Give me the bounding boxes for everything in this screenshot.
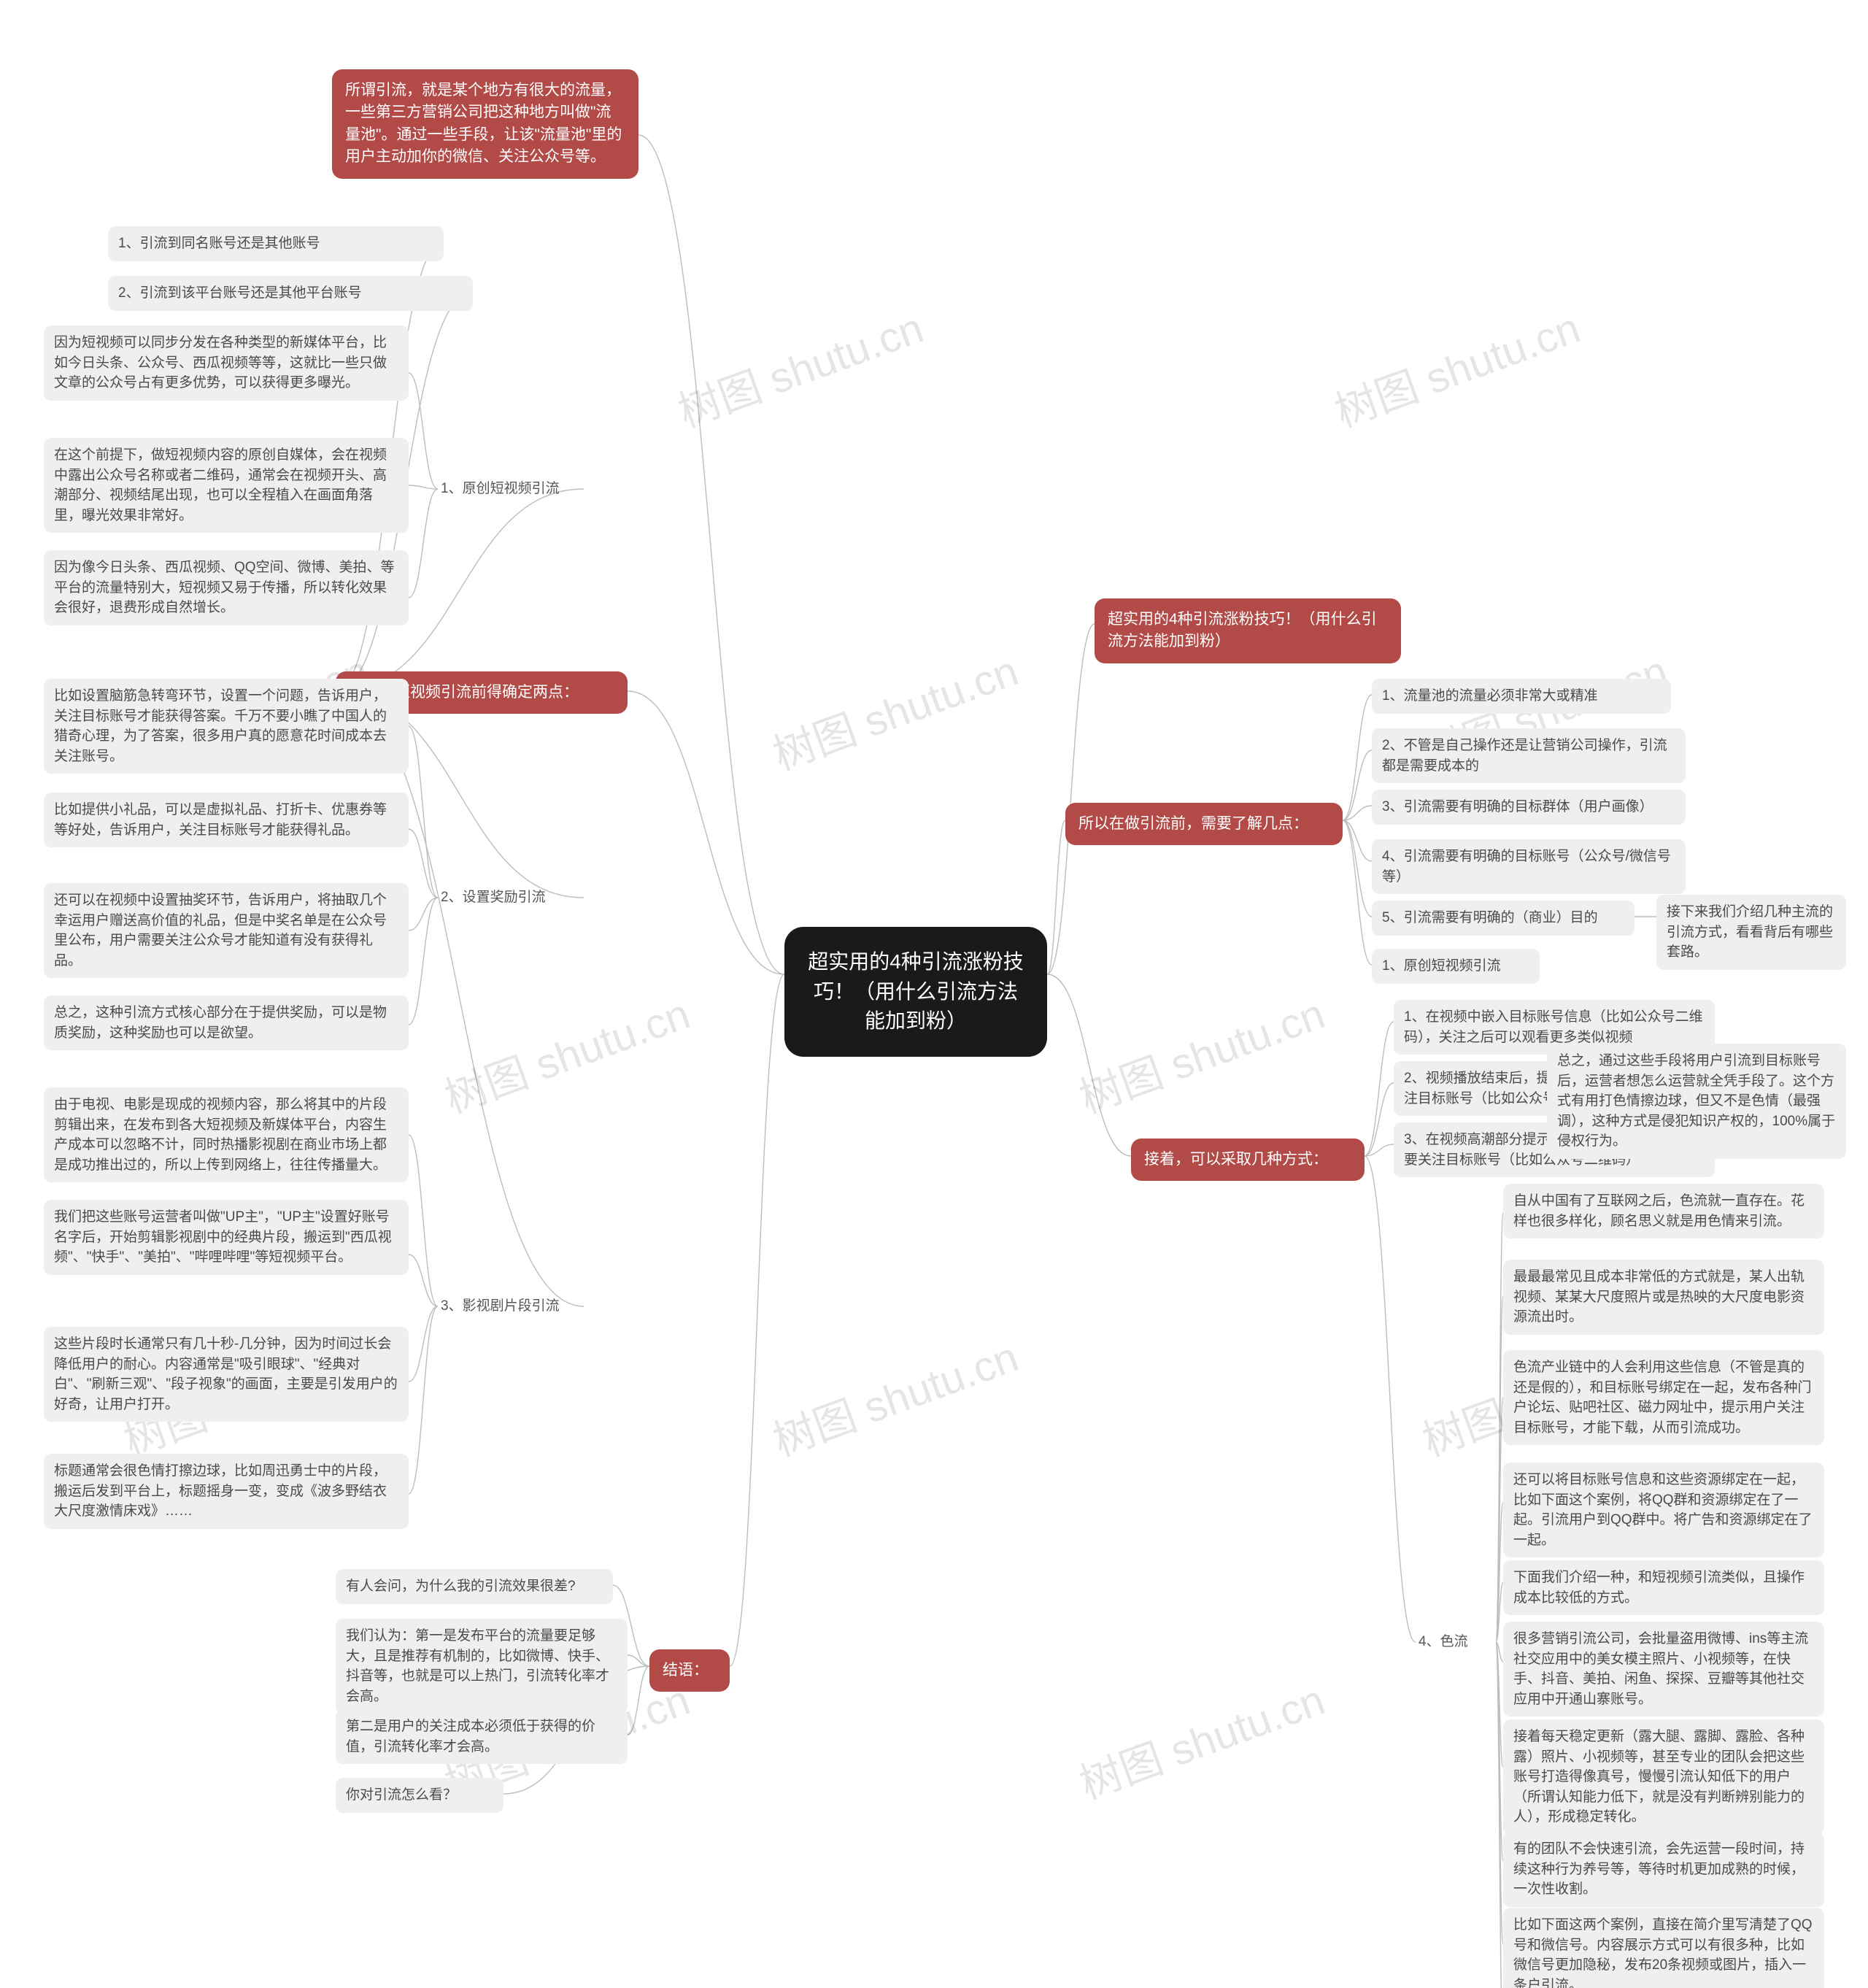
edge (409, 1306, 438, 1494)
watermark: 树图 shutu.cn (435, 979, 697, 1125)
watermark: 树图 shutu.cn (1070, 979, 1332, 1125)
node-l2_label: 1、原创短视频引流 (438, 474, 584, 504)
edge (1496, 1642, 1503, 1988)
node-l4a: 由于电视、电影是现成的视频内容，那么将其中的片段剪辑出来，在发布到各大短视频及新… (44, 1087, 409, 1182)
node-c9: 比如下面这两个案例，直接在简介里写清楚了QQ号和微信号。内容展示方式可以有很多种… (1503, 1908, 1824, 1988)
node-b3b: 总之，通过这些手段将用户引流到目标账号后，运营者想怎么运营就全凭手段了。这个方式… (1547, 1044, 1846, 1159)
node-l4_label: 3、影视剧片段引流 (438, 1292, 584, 1321)
node-l1_2: 2、引流到该平台账号还是其他平台账号 (108, 276, 473, 311)
node-rightRedBot: 接着，可以采取几种方式： (1131, 1139, 1365, 1181)
edge (409, 898, 438, 931)
edge (1365, 1083, 1394, 1156)
edge (628, 1655, 649, 1666)
edge (730, 974, 784, 1666)
edge (1496, 1642, 1503, 1861)
edge (1496, 1642, 1503, 1767)
node-c8: 有的团队不会快速引流，会先运营一段时间，持续这种行为养号等，等待时机更加成熟的时… (1503, 1832, 1824, 1907)
edge (1047, 820, 1065, 974)
edge (1343, 750, 1372, 820)
edge (1047, 624, 1095, 974)
edge (1343, 806, 1372, 820)
node-l2c: 因为像今日头条、西瓜视频、QQ空间、微博、美拍、等平台的流量特别大，短视频又易于… (44, 550, 409, 625)
edge (1496, 1642, 1503, 1944)
node-l3_label: 2、设置奖励引流 (438, 883, 584, 912)
edge (1496, 1296, 1503, 1642)
watermark: 树图 shutu.cn (763, 636, 1025, 782)
watermark: 树图 shutu.cn (1070, 1665, 1332, 1811)
edge (1365, 1144, 1394, 1156)
edge (409, 1306, 438, 1382)
node-r3: 3、引流需要有明确的目标群体（用户画像） (1372, 790, 1686, 825)
node-c4: 还可以将目标账号信息和这些资源绑定在一起，比如下面这个案例，将QQ群和资源绑定在… (1503, 1463, 1824, 1557)
node-l4d: 标题通常会很色情打擦边球，比如周迅勇士中的片段，搬运后发到平台上，标题摇身一变，… (44, 1454, 409, 1529)
node-c2: 最最最常见且成本非常低的方式就是，某人出轨视频、某某大尺度照片或是热映的大尺度电… (1503, 1260, 1824, 1335)
edge (409, 1135, 438, 1306)
edge (1047, 974, 1131, 1156)
node-endRed: 结语： (649, 1649, 730, 1692)
edge (409, 489, 438, 598)
edge (1496, 1642, 1503, 1662)
node-c6: 很多营销引流公司，会批量盗用微博、ins等主流社交应用中的美女模主照片、小视频等… (1503, 1622, 1824, 1717)
node-l4c: 这些片段时长通常只有几十秒-几分钟，因为时间过长会降低用户的耐心。内容通常是"吸… (44, 1327, 409, 1422)
watermark: 树图 shutu.cn (1325, 293, 1587, 439)
node-r1: 1、流量池的流量必须非常大或精准 (1372, 679, 1671, 714)
edge (409, 829, 438, 898)
edge (1343, 820, 1372, 965)
node-l3d: 总之，这种引流方式核心部分在于提供奖励，可以是物质奖励，这种奖励也可以是欲望。 (44, 995, 409, 1050)
node-r5: 5、引流需要有明确的（商业）目的 (1372, 901, 1634, 936)
node-l1_1: 1、引流到同名账号还是其他账号 (108, 226, 444, 261)
node-r4: 4、引流需要有明确的目标账号（公众号/微信号等） (1372, 839, 1686, 894)
node-r2: 2、不管是自己操作还是让营销公司操作，引流都是需要成本的 (1372, 728, 1686, 783)
node-c_label: 4、色流 (1416, 1627, 1496, 1657)
edge (1365, 1156, 1416, 1642)
node-e3: 第二是用户的关注成本必须低于获得的价值，引流转化率才会高。 (336, 1709, 628, 1764)
node-c5: 下面我们介绍一种，和短视频引流类似，且操作成本比较低的方式。 (1503, 1560, 1824, 1615)
edge (628, 691, 784, 974)
edge (1343, 695, 1372, 820)
node-c1: 自从中国有了互联网之后，色流就一直存在。花样也很多样化，顾名思义就是用色情来引流… (1503, 1184, 1824, 1238)
edge (1343, 820, 1372, 917)
node-c3: 色流产业链中的人会利用这些信息（不管是真的还是假的），和目标账号绑定在一起，发布… (1503, 1350, 1824, 1445)
node-l3b: 比如提供小礼品，可以是虚拟礼品、打折卡、优惠券等等好处，告诉用户，关注目标账号才… (44, 793, 409, 847)
mindmap-canvas: { "canvas": { "width": 2560, "height": 2… (0, 0, 1868, 1988)
node-c7: 接着每天稳定更新（露大腿、露脚、露脸、各种露）照片、小视频等，甚至专业的团队会把… (1503, 1719, 1824, 1835)
node-e1: 有人会问，为什么我的引流效果很差? (336, 1569, 613, 1604)
node-l4b: 我们把这些账号运营者叫做"UP主"，"UP主"设置好账号名字后，开始剪辑影视剧中… (44, 1200, 409, 1275)
edge (409, 373, 438, 489)
edge (1365, 1022, 1394, 1156)
node-r5b: 接下来我们介绍几种主流的引流方式，看看背后有哪些套路。 (1656, 895, 1846, 970)
watermark: 树图 shutu.cn (668, 293, 930, 439)
edge (1496, 1582, 1503, 1642)
edge (409, 485, 438, 489)
node-rightRedMid: 所以在做引流前，需要了解几点： (1065, 803, 1343, 845)
edge (1343, 820, 1372, 861)
edge (638, 135, 784, 974)
edge (409, 1255, 438, 1306)
node-root: 超实用的4种引流涨粉技巧！（用什么引流方法能加到粉） (784, 927, 1047, 1057)
node-l3a: 比如设置脑筋急转弯环节，设置一个问题，告诉用户，关注目标账号才能获得答案。千万不… (44, 679, 409, 774)
node-e4: 你对引流怎么看？ (336, 1778, 503, 1813)
edge (409, 726, 438, 898)
edge (1496, 1398, 1503, 1642)
node-r6: 1、原创短视频引流 (1372, 949, 1540, 984)
watermark: 树图 shutu.cn (763, 1322, 1025, 1468)
node-intro: 所谓引流，就是某个地方有很大的流量，一些第三方营销公司把这种地方叫做"流量池"。… (332, 69, 638, 179)
edge (409, 898, 438, 1025)
node-e2: 我们认为：第一是发布平台的流量要足够大，且是推荐有机制的，比如微博、快手、抖音等… (336, 1619, 628, 1714)
edge (1496, 1503, 1503, 1642)
node-l2a: 因为短视频可以同步分发在各种类型的新媒体平台，比如今日头条、公众号、西瓜视频等等… (44, 325, 409, 401)
edge (1496, 1213, 1503, 1642)
node-l2b: 在这个前提下，做短视频内容的原创自媒体，会在视频中露出公众号名称或者二维码，通常… (44, 438, 409, 533)
edge (628, 1666, 649, 1735)
node-rightRedTop: 超实用的4种引流涨粉技巧！（用什么引流方法能加到粉） (1095, 598, 1401, 663)
node-l3c: 还可以在视频中设置抽奖环节，告诉用户，将抽取几个幸运用户赠送高价值的礼品，但是中… (44, 883, 409, 978)
